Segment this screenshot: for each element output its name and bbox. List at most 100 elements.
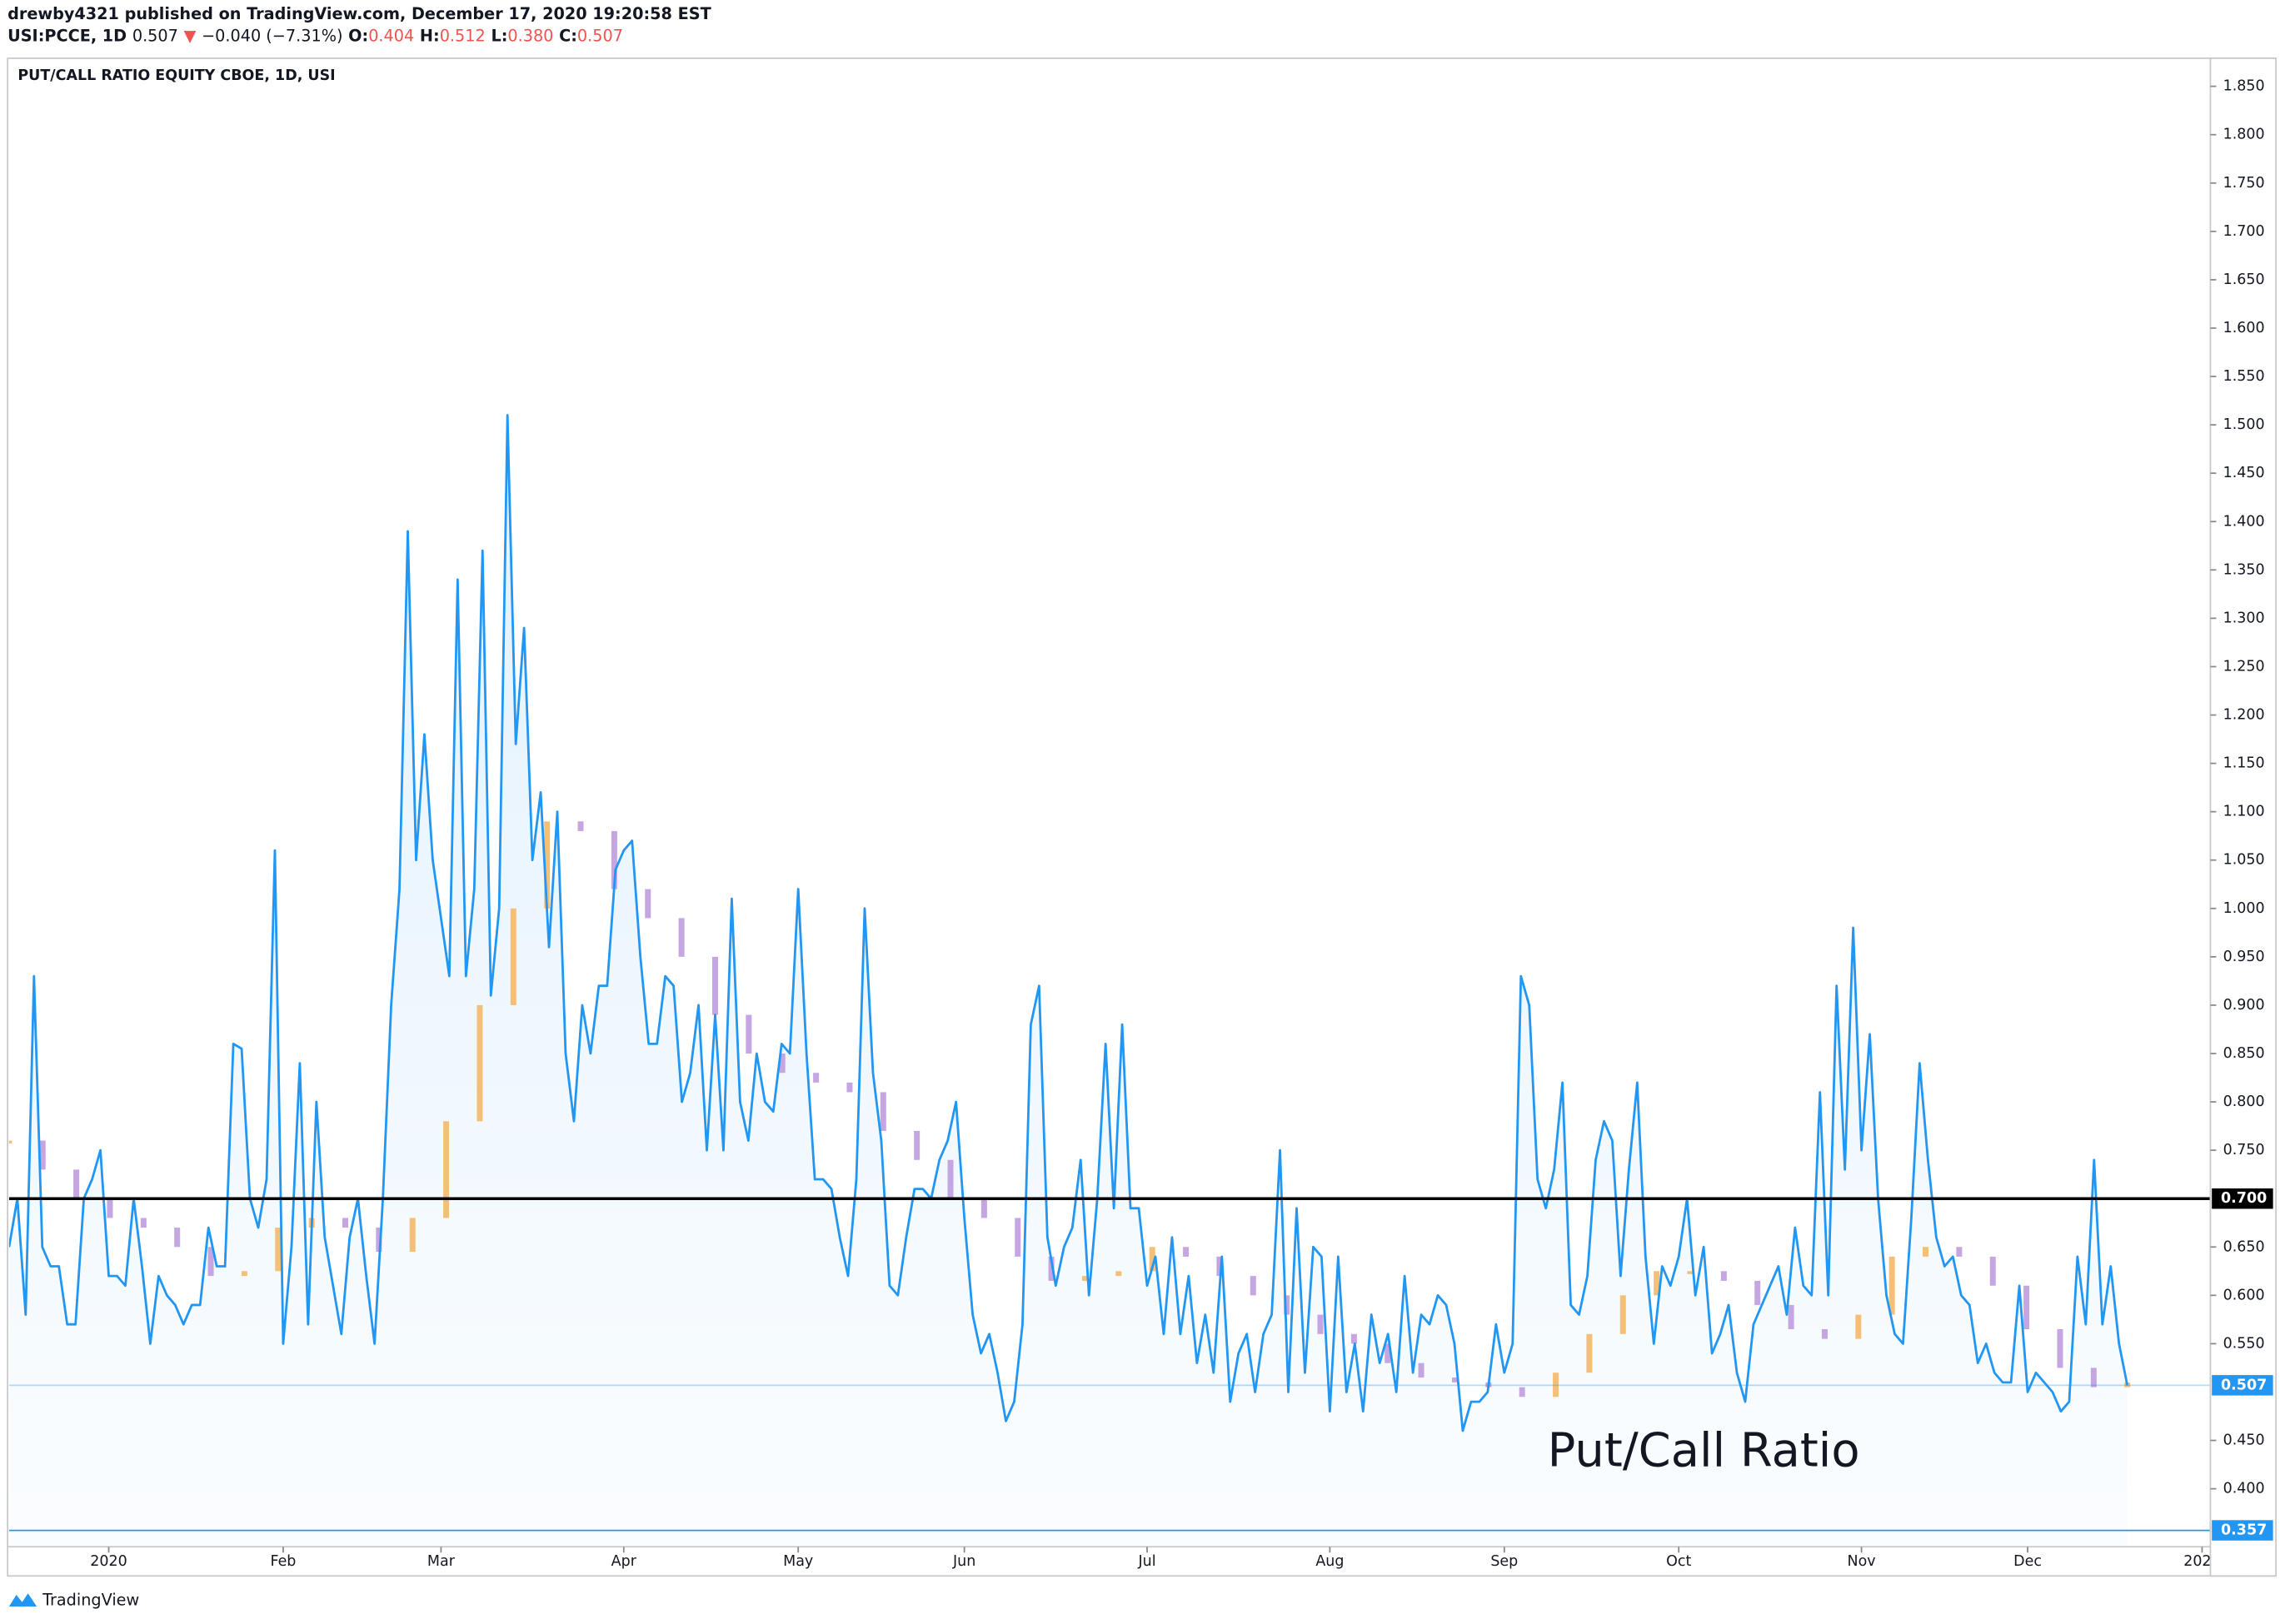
ma-candle (1788, 1304, 1794, 1330)
y-tick-label: 1.750 (2223, 175, 2265, 192)
price-label: 0.357 (2221, 1522, 2267, 1539)
ma-candle (1754, 1280, 1761, 1305)
ma-candle (711, 956, 718, 1015)
ma-candle (1183, 1247, 1190, 1257)
ma-candle (1956, 1247, 1963, 1257)
x-tick-label: Jul (1137, 1553, 1155, 1570)
ma-candle (1384, 1343, 1391, 1363)
ma-candle (275, 1228, 282, 1272)
y-tick-label: 1.500 (2223, 416, 2265, 433)
ma-candle (476, 1004, 483, 1122)
x-tick-label: Nov (1848, 1553, 1876, 1570)
ohlc-value: 0.404 (368, 26, 414, 45)
y-tick-label: 1.000 (2223, 900, 2265, 917)
ohlc-value: 0.380 (507, 26, 553, 45)
ma-candle (241, 1271, 247, 1277)
ma-candle (1687, 1271, 1694, 1274)
ma-candle (746, 1014, 752, 1054)
price-label-box (2212, 1188, 2273, 1209)
ma-candle (1720, 1271, 1727, 1281)
chart-title: PUT/CALL RATIO EQUITY CBOE, 1D, USI (17, 67, 335, 84)
ma-candle (376, 1228, 382, 1253)
y-tick-label: 0.800 (2223, 1093, 2265, 1110)
y-tick-label: 1.050 (2223, 852, 2265, 869)
ma-candle (207, 1247, 214, 1277)
y-tick-label: 0.550 (2223, 1335, 2265, 1352)
x-tick-label: Apr (611, 1553, 637, 1570)
price-label-box (2212, 1375, 2273, 1396)
x-tick-label: Oct (1666, 1553, 1691, 1570)
ma-candle (1317, 1314, 1324, 1334)
ma-candle (645, 889, 651, 919)
change: −0.040 (−7.31%) (202, 26, 342, 45)
y-tick-label: 0.950 (2223, 949, 2265, 965)
series-line (8, 414, 2129, 1432)
ma-candle (813, 1073, 820, 1083)
y-tick-label: 1.150 (2223, 755, 2265, 772)
area (8, 415, 2128, 1547)
price-axis (2209, 57, 2278, 1577)
x-tick-label: Jun (952, 1553, 975, 1570)
ohlc-key: L: (491, 26, 507, 45)
ma-candle (107, 1198, 113, 1218)
ma-candle (1451, 1377, 1458, 1382)
ma-candle (577, 821, 584, 831)
publisher: drewby4321 published on TradingView.com,… (7, 4, 711, 23)
y-tick-label: 1.400 (2223, 513, 2265, 530)
ma-candle (1081, 1276, 1088, 1281)
ma-candle (544, 821, 551, 909)
y-tick-label: 0.400 (2223, 1481, 2265, 1497)
ohlc-value: 0.507 (577, 26, 623, 45)
ma-candle (1115, 1271, 1122, 1277)
y-tick-label: 0.750 (2223, 1142, 2265, 1158)
ma-candle (73, 1169, 80, 1199)
y-tick-label: 1.450 (2223, 465, 2265, 481)
y-tick-label: 1.550 (2223, 368, 2265, 385)
y-tick-label: 1.800 (2223, 127, 2265, 143)
ma-candle (510, 908, 516, 1005)
ma-candle (1654, 1271, 1660, 1296)
y-tick-label: 0.450 (2223, 1432, 2265, 1449)
y-tick-label: 1.200 (2223, 707, 2265, 724)
x-tick-label: Mar (427, 1553, 456, 1570)
ma-candle (1519, 1387, 1525, 1397)
ma-candle (1015, 1218, 1021, 1257)
ma-candle (1888, 1256, 1895, 1315)
ohlc-key: O: (348, 26, 368, 45)
y-tick-label: 1.600 (2223, 320, 2265, 336)
y-tick-label: 0.900 (2223, 997, 2265, 1014)
ma-candle (1284, 1295, 1290, 1315)
ohlc-key: C: (559, 26, 577, 45)
y-tick-label: 1.350 (2223, 561, 2265, 578)
y-tick-label: 0.600 (2223, 1287, 2265, 1303)
symbol: USI:PCCE, 1D (7, 26, 127, 45)
ma-candle (1216, 1256, 1223, 1277)
ma-candle (846, 1082, 853, 1093)
ma-candle (2057, 1329, 2063, 1368)
ohlc-value: 0.512 (440, 26, 486, 45)
ma-candle (1989, 1256, 1996, 1286)
ma-candle (39, 1140, 46, 1170)
ma-candle (1048, 1256, 1055, 1281)
annotation: Put/Call Ratio (1548, 1424, 1860, 1478)
ma-candle (8, 1140, 12, 1144)
ma-candle (1418, 1362, 1424, 1378)
ma-candle (880, 1092, 886, 1131)
ma-candle (1250, 1276, 1256, 1296)
y-tick-label: 0.650 (2223, 1238, 2265, 1255)
y-tick-label: 0.850 (2223, 1045, 2265, 1062)
price-label: 0.700 (2221, 1190, 2267, 1207)
ohlc-key: H: (420, 26, 440, 45)
price-label-box (2212, 1520, 2273, 1541)
x-tick-label: Aug (1315, 1553, 1344, 1570)
ma-candle (342, 1218, 348, 1228)
ma-candle (1350, 1333, 1357, 1344)
ma-candle (1149, 1247, 1155, 1272)
ma-candle (947, 1159, 954, 1199)
ma-candle (443, 1121, 450, 1218)
ma-candle (1553, 1372, 1559, 1397)
x-tick-label: Feb (270, 1553, 296, 1570)
axes: 2020 Feb Mar Apr May Jun Jul Aug Sep Oct Nov Dec 202… (7, 57, 2278, 1577)
y-tick-label: 1.100 (2223, 804, 2265, 820)
ma-candle (914, 1130, 920, 1160)
